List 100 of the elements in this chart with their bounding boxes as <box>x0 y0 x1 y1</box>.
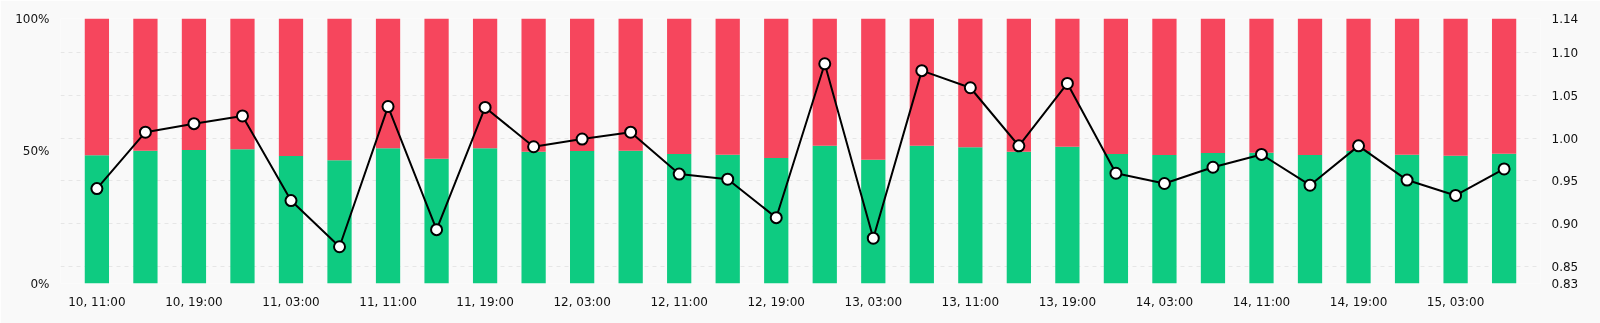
bar <box>715 154 740 284</box>
bar <box>1394 18 1420 155</box>
bar <box>424 158 449 284</box>
bar <box>1346 18 1371 151</box>
y-tick-label: 0% <box>30 276 50 291</box>
point <box>430 223 444 237</box>
bar <box>667 153 692 284</box>
bar <box>1249 18 1274 153</box>
point <box>963 81 977 95</box>
bar <box>958 147 983 284</box>
bar <box>1394 154 1420 284</box>
bar <box>1297 18 1323 155</box>
bar <box>521 18 546 152</box>
y2-tick-label: 1.05 <box>1551 88 1579 103</box>
point <box>1109 166 1123 180</box>
x-tick-label: 11, 19:00 <box>456 294 514 309</box>
point <box>575 132 589 146</box>
y2-tick-label: 1.10 <box>1551 46 1579 61</box>
bar <box>1443 155 1468 284</box>
point <box>1449 188 1463 202</box>
bar <box>618 150 643 284</box>
bar <box>375 18 401 149</box>
point <box>1060 76 1074 90</box>
bar <box>715 18 740 155</box>
point <box>1352 139 1366 153</box>
point <box>915 64 929 78</box>
bar <box>327 160 352 284</box>
bar <box>1103 18 1129 154</box>
bar <box>812 18 837 146</box>
point <box>90 182 104 196</box>
x-tick-label: 14, 03:00 <box>1135 294 1194 309</box>
bar <box>1346 151 1371 284</box>
bar <box>1006 151 1031 284</box>
bar <box>84 18 110 156</box>
x-tick-label: 10, 19:00 <box>165 294 223 309</box>
bar <box>230 18 255 150</box>
bar <box>909 145 934 284</box>
point <box>1157 176 1171 190</box>
x-tick-label: 13, 11:00 <box>941 294 1000 309</box>
bar <box>1297 154 1323 284</box>
bar <box>133 18 158 151</box>
x-tick-label: 12, 11:00 <box>650 294 708 309</box>
y2-tick-label: 0.83 <box>1551 277 1579 291</box>
bar <box>958 18 983 148</box>
x-tick-label: 12, 19:00 <box>747 294 805 309</box>
bar <box>570 18 595 151</box>
point <box>478 100 492 114</box>
bar <box>1152 154 1177 284</box>
point <box>527 140 541 154</box>
point <box>138 125 152 139</box>
bar <box>667 18 692 154</box>
bar <box>909 18 934 146</box>
bar <box>764 18 789 158</box>
bar <box>861 18 886 160</box>
bar <box>812 145 837 284</box>
bar <box>424 18 449 159</box>
point <box>866 231 880 245</box>
bar <box>521 151 546 284</box>
bar <box>1491 153 1517 284</box>
bar <box>84 155 110 284</box>
point <box>333 240 347 254</box>
bar <box>278 18 304 157</box>
bar <box>1152 18 1177 155</box>
bar <box>181 149 207 284</box>
point <box>818 57 832 71</box>
point <box>1012 139 1026 153</box>
bar <box>181 18 207 150</box>
bar <box>327 18 352 161</box>
point <box>1303 178 1317 192</box>
x-tick-label: 13, 03:00 <box>844 294 903 309</box>
x-tick-label: 11, 11:00 <box>359 294 417 309</box>
bar <box>472 148 498 284</box>
bar <box>1006 18 1031 152</box>
y2-tick-label: 0.90 <box>1551 217 1579 232</box>
y2-tick-label: 0.85 <box>1551 259 1579 274</box>
point <box>1206 160 1220 174</box>
bar <box>1249 152 1274 284</box>
x-tick-label: 14, 19:00 <box>1329 294 1388 309</box>
bar <box>133 150 158 284</box>
bar <box>570 151 595 284</box>
point <box>769 211 783 225</box>
y2-tick-label: 1.14 <box>1551 12 1579 26</box>
y-tick-label: 100% <box>15 11 50 26</box>
bar <box>1491 18 1517 154</box>
point <box>672 167 686 181</box>
bar <box>1103 153 1129 284</box>
bar <box>1055 146 1080 284</box>
x-tick-label: 12, 03:00 <box>553 294 611 309</box>
point <box>1497 162 1511 176</box>
bar <box>861 159 886 284</box>
point <box>284 194 298 208</box>
x-tick-label: 10, 11:00 <box>68 294 126 309</box>
x-tick-label: 13, 19:00 <box>1038 294 1097 309</box>
point <box>187 117 201 131</box>
y2-tick-label: 1.00 <box>1551 131 1579 146</box>
point <box>1400 173 1414 187</box>
x-tick-label: 14, 11:00 <box>1232 294 1291 309</box>
bar <box>1200 153 1226 284</box>
bar <box>472 18 498 149</box>
point <box>1254 147 1268 161</box>
